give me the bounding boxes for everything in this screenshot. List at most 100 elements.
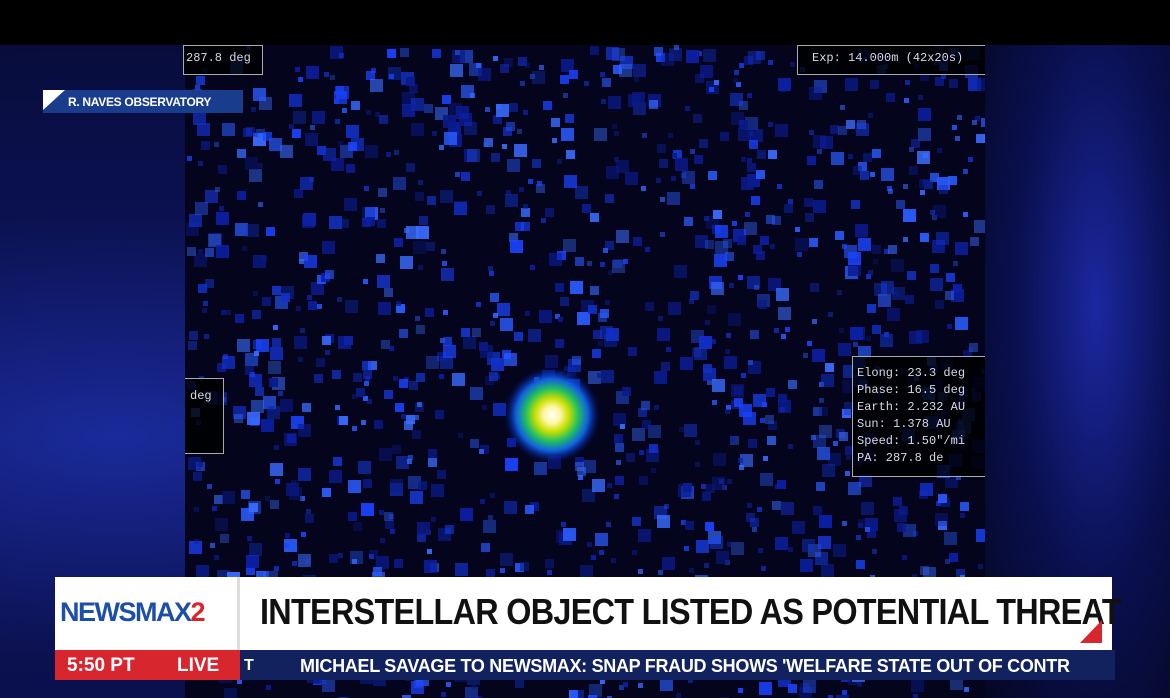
noise-pixel xyxy=(370,79,383,92)
noise-pixel xyxy=(690,291,699,300)
noise-pixel xyxy=(777,480,786,489)
noise-pixel xyxy=(504,501,517,514)
noise-pixel xyxy=(778,307,791,320)
noise-pixel xyxy=(872,245,881,254)
noise-pixel xyxy=(757,507,762,512)
noise-pixel xyxy=(525,505,534,514)
noise-pixel xyxy=(441,692,446,697)
noise-pixel xyxy=(715,225,728,238)
noise-pixel xyxy=(977,78,985,91)
noise-pixel xyxy=(692,348,701,357)
noise-pixel xyxy=(593,330,602,339)
noise-pixel xyxy=(620,424,625,429)
noise-pixel xyxy=(470,93,475,98)
noise-pixel xyxy=(350,551,363,564)
noise-pixel xyxy=(563,239,576,252)
noise-pixel xyxy=(311,282,324,295)
noise-pixel xyxy=(296,306,301,311)
noise-pixel xyxy=(523,204,528,209)
noise-pixel xyxy=(205,190,218,203)
noise-pixel xyxy=(215,518,228,531)
noise-pixel xyxy=(765,415,774,424)
noise-pixel xyxy=(799,687,812,698)
noise-pixel xyxy=(948,176,957,185)
noise-pixel xyxy=(198,284,207,293)
noise-pixel xyxy=(280,399,293,412)
noise-pixel xyxy=(302,215,315,228)
noise-pixel xyxy=(300,496,305,501)
noise-pixel xyxy=(747,503,752,508)
noise-pixel xyxy=(443,310,448,315)
noise-pixel xyxy=(838,126,847,135)
noise-pixel xyxy=(807,341,812,346)
noise-pixel xyxy=(525,63,530,68)
noise-pixel xyxy=(741,373,746,378)
noise-pixel xyxy=(187,156,192,161)
noise-pixel xyxy=(411,681,424,694)
noise-pixel xyxy=(375,112,380,117)
noise-pixel xyxy=(378,188,387,197)
noise-pixel xyxy=(273,325,278,330)
noise-pixel xyxy=(389,514,394,519)
noise-pixel xyxy=(432,131,437,136)
noise-pixel xyxy=(762,402,767,407)
noise-pixel xyxy=(577,312,590,325)
noise-pixel xyxy=(703,49,716,62)
noise-pixel xyxy=(632,550,637,555)
logo-area: NEWSMAX2 xyxy=(55,577,240,650)
noise-pixel xyxy=(738,458,743,463)
noise-pixel xyxy=(867,529,876,538)
noise-pixel xyxy=(394,150,399,155)
noise-pixel xyxy=(695,462,700,467)
noise-pixel xyxy=(817,149,822,154)
noise-pixel xyxy=(323,148,336,161)
noise-pixel xyxy=(696,540,709,553)
noise-pixel xyxy=(519,187,524,192)
noise-pixel xyxy=(639,476,648,485)
noise-pixel xyxy=(219,206,224,211)
noise-pixel xyxy=(365,207,378,220)
noise-pixel xyxy=(298,554,311,567)
info-box: Elong: 23.3 deg Phase: 16.5 deg Earth: 2.2… xyxy=(852,356,985,477)
noise-pixel xyxy=(561,59,574,72)
noise-pixel xyxy=(379,510,384,515)
noise-pixel xyxy=(251,107,256,112)
noise-pixel xyxy=(684,424,697,437)
noise-pixel xyxy=(476,63,481,68)
noise-pixel xyxy=(936,501,941,506)
noise-pixel xyxy=(705,320,710,325)
noise-pixel xyxy=(714,80,719,85)
noise-pixel xyxy=(402,695,411,698)
noise-pixel xyxy=(284,543,289,548)
noise-pixel xyxy=(968,347,973,352)
noise-pixel xyxy=(768,60,773,65)
noise-pixel xyxy=(189,214,202,227)
noise-pixel xyxy=(699,139,708,148)
noise-pixel xyxy=(741,177,754,190)
noise-pixel xyxy=(189,541,202,554)
noise-pixel xyxy=(408,476,421,489)
noise-pixel xyxy=(395,403,404,412)
noise-pixel xyxy=(507,159,520,172)
noise-pixel xyxy=(379,448,392,461)
noise-pixel xyxy=(738,128,751,141)
noise-pixel xyxy=(507,438,516,447)
noise-pixel xyxy=(704,563,709,568)
noise-pixel xyxy=(938,521,947,530)
noise-pixel xyxy=(861,502,874,515)
noise-pixel xyxy=(957,115,962,120)
noise-pixel xyxy=(600,309,609,318)
noise-pixel xyxy=(245,353,258,366)
noise-pixel xyxy=(923,567,936,580)
noise-pixel xyxy=(324,72,329,77)
noise-pixel xyxy=(819,515,832,528)
noise-pixel xyxy=(907,271,916,280)
noise-pixel xyxy=(633,64,646,77)
noise-pixel xyxy=(561,522,566,527)
noise-pixel xyxy=(848,154,853,159)
noise-pixel xyxy=(714,254,727,267)
noise-pixel xyxy=(748,360,753,365)
noise-pixel xyxy=(656,178,661,183)
noise-pixel xyxy=(612,260,625,273)
noise-pixel xyxy=(454,202,467,215)
